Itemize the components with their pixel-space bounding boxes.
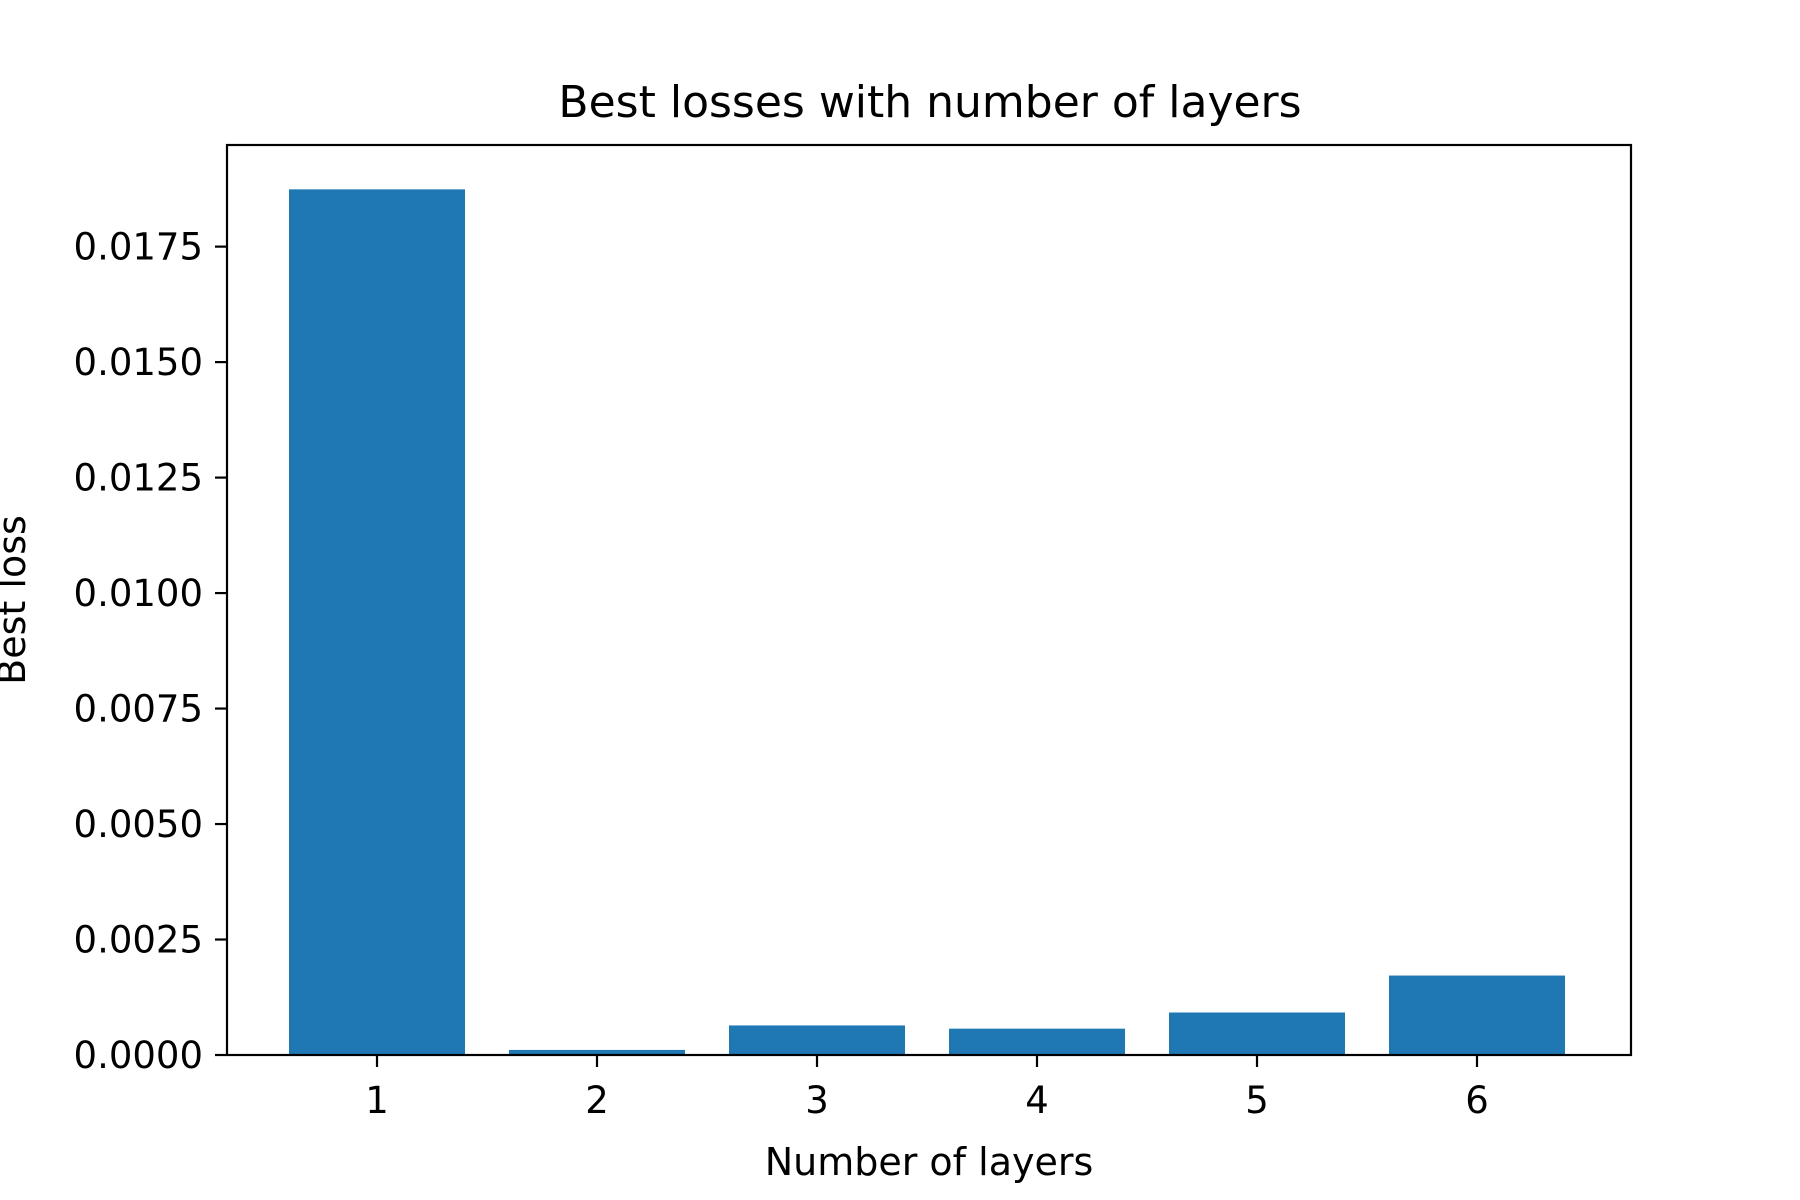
y-tick-label: 0.0050 (74, 803, 203, 846)
bar-1 (289, 189, 465, 1055)
bars-layer (289, 189, 1565, 1055)
y-tick-label: 0.0175 (74, 226, 203, 269)
x-axis-label: Number of layers (765, 1140, 1094, 1184)
chart-title: Best losses with number of layers (558, 77, 1301, 128)
y-tick-label: 0.0000 (74, 1034, 203, 1077)
y-tick-label: 0.0025 (74, 919, 203, 962)
y-tick-label: 0.0125 (74, 457, 203, 500)
y-tick-label: 0.0100 (74, 572, 203, 615)
y-axis-label: Best loss (0, 515, 34, 685)
bar-3 (729, 1025, 905, 1055)
y-axis: 0.0000 0.0025 0.0050 0.0075 0.0100 0.0125 0.01… (74, 226, 227, 1077)
x-tick-label: 4 (1025, 1079, 1049, 1122)
x-axis: 1 2 3 4 5 6 (365, 1055, 1489, 1122)
x-tick-label: 2 (585, 1079, 609, 1122)
bar-2 (509, 1049, 685, 1055)
x-tick-label: 6 (1465, 1079, 1489, 1122)
y-tick-label: 0.0150 (74, 341, 203, 384)
bar-6 (1389, 975, 1565, 1055)
plot-frame (225, 143, 1633, 1057)
x-tick-label: 1 (365, 1079, 389, 1122)
y-tick-label: 0.0075 (74, 688, 203, 731)
bar-4 (949, 1028, 1125, 1055)
x-tick-label: 3 (805, 1079, 829, 1122)
bar-5 (1169, 1012, 1345, 1055)
x-tick-label: 5 (1245, 1079, 1269, 1122)
